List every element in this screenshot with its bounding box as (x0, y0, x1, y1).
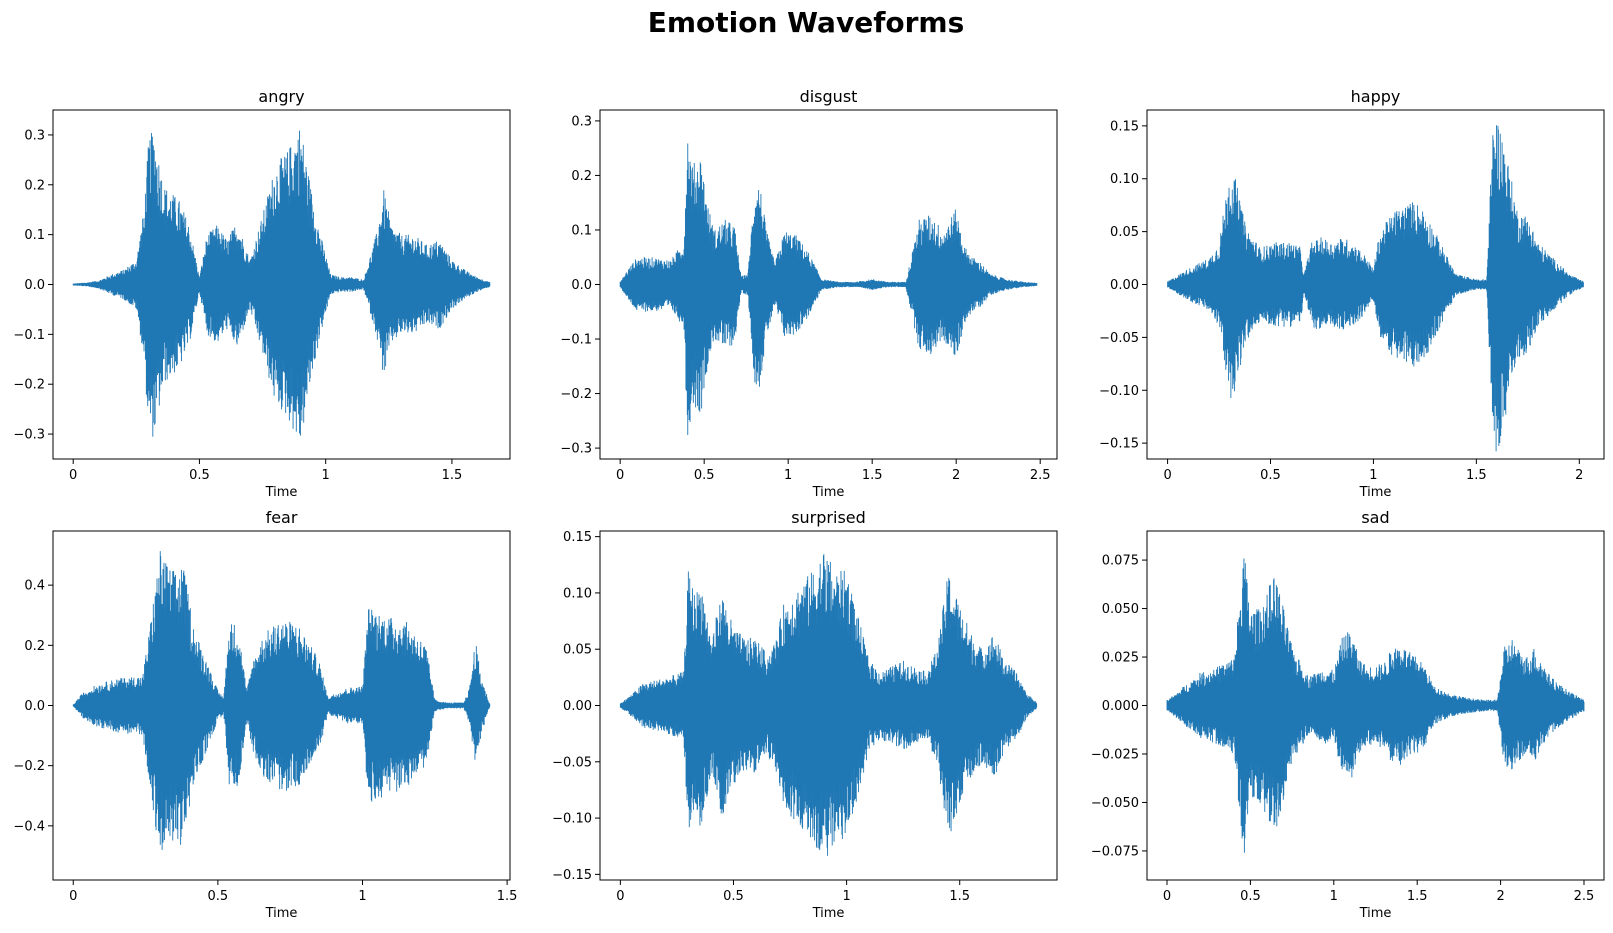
x-tick-label: 1.5 (862, 468, 883, 483)
y-tick-label: 0.2 (24, 178, 45, 193)
x-axis-label: Time (812, 906, 845, 921)
x-tick-label: 1 (322, 468, 330, 483)
x-tick-label: 0 (616, 889, 624, 904)
x-tick-label: 1 (1369, 468, 1377, 483)
subplot-grid: 0 0.5 1 1.5 0.3 0.2 0.1 0.0 −0.1 −0.2 −0.3 angry Tim… (13, 87, 1605, 921)
y-tick-label: 0.15 (1110, 119, 1139, 134)
y-tick-label: 0.050 (1102, 602, 1139, 617)
y-tick-label: 0.3 (24, 128, 45, 143)
x-tick-label: 2.5 (1030, 468, 1051, 483)
y-tick-label: 0.2 (24, 639, 45, 654)
x-tick-label: 0.5 (694, 468, 715, 483)
waveform-core-happy (1167, 192, 1584, 377)
y-tick-label: 0.2 (571, 169, 592, 184)
x-tick-label: 0 (1163, 468, 1171, 483)
subplot-disgust: 0 0.5 1 1.5 2 2.5 0.3 0.2 0.1 0.0 −0.1 −0.2 −0.3 disg… (560, 87, 1058, 500)
y-tick-label: 0.025 (1102, 651, 1139, 666)
waveform-core-surprised (620, 619, 1037, 792)
waveform-core-fear (73, 620, 490, 791)
subplot-title: happy (1351, 87, 1401, 106)
y-tick-label: −0.1 (560, 333, 592, 348)
y-tick-label: 0.05 (1110, 225, 1139, 240)
y-tick-label: −0.050 (1091, 796, 1139, 811)
y-tick-label: −0.15 (552, 868, 592, 883)
y-tick-label: 0.1 (24, 228, 45, 243)
y-tick-label: 0.4 (24, 579, 45, 594)
y-tick-label: −0.10 (552, 812, 592, 827)
y-tick-label: 0.0 (571, 278, 592, 293)
x-axis-label: Time (1359, 485, 1392, 500)
y-tick-label: −0.3 (13, 428, 45, 443)
x-tick-label: 2 (1496, 889, 1504, 904)
x-tick-label: 1.5 (442, 468, 463, 483)
subplot-fear: 0 0.5 1 1.5 0.4 0.2 0.0 −0.2 −0.4 fear Time (13, 508, 517, 921)
subplot-happy: 0 0.5 1 1.5 2 0.15 0.10 0.05 0.00 −0.05 −0.10 −0.15… (1099, 87, 1605, 500)
y-tick-label: 0.0 (24, 699, 45, 714)
y-tick-label: −0.2 (13, 378, 45, 393)
y-tick-label: −0.075 (1091, 844, 1139, 859)
subplot-title: disgust (800, 87, 858, 106)
x-tick-label: 1 (842, 889, 850, 904)
y-tick-label: −0.05 (1099, 331, 1139, 346)
subplot-sad: 0 0.5 1 1.5 2 2.5 0.075 0.050 0.025 0.000 −0.025 −0… (1091, 508, 1605, 921)
x-tick-label: 1.5 (1466, 468, 1487, 483)
y-tick-label: 0.00 (1110, 278, 1139, 293)
x-tick-label: 2 (1575, 468, 1583, 483)
x-axis-label: Time (265, 906, 298, 921)
x-tick-label: 0.5 (1240, 889, 1261, 904)
x-tick-label: 1.5 (949, 889, 970, 904)
subplot-title: surprised (791, 508, 866, 527)
waveform-core-angry (73, 196, 490, 373)
x-axis-label: Time (1359, 906, 1392, 921)
x-tick-label: 2 (952, 468, 960, 483)
x-tick-label: 2.5 (1574, 889, 1595, 904)
waveform-core-sad (1167, 620, 1584, 791)
waveform-core-disgust (620, 201, 1037, 368)
y-tick-label: 0.0 (24, 278, 45, 293)
y-tick-label: 0.00 (563, 699, 592, 714)
x-tick-label: 1.5 (1407, 889, 1428, 904)
x-axis-label: Time (265, 485, 298, 500)
y-tick-label: −0.15 (1099, 437, 1139, 452)
y-tick-label: 0.10 (563, 586, 592, 601)
subplot-surprised: 0 0.5 1 1.5 0.15 0.10 0.05 0.00 −0.05 −0.10 −0.15 s… (552, 508, 1058, 921)
y-tick-label: −0.05 (552, 755, 592, 770)
x-tick-label: 0.5 (723, 889, 744, 904)
x-tick-label: 0 (69, 889, 77, 904)
x-tick-label: 1 (784, 468, 792, 483)
y-tick-label: 0.000 (1102, 699, 1139, 714)
y-tick-label: −0.2 (560, 387, 592, 402)
x-tick-label: 0 (1163, 889, 1171, 904)
y-tick-label: 0.3 (571, 114, 592, 129)
y-tick-label: −0.1 (13, 328, 45, 343)
x-tick-label: 0 (69, 468, 77, 483)
y-tick-label: 0.075 (1102, 554, 1139, 569)
subplot-title: angry (258, 87, 304, 106)
y-tick-label: −0.3 (560, 442, 592, 457)
y-tick-label: −0.4 (13, 819, 45, 834)
y-tick-label: −0.10 (1099, 384, 1139, 399)
x-tick-label: 0.5 (1260, 468, 1281, 483)
x-tick-label: 1 (358, 889, 366, 904)
subplot-title: fear (266, 508, 298, 527)
figure-title: Emotion Waveforms (648, 6, 965, 39)
y-tick-label: 0.05 (563, 643, 592, 658)
x-tick-label: 1.5 (497, 889, 518, 904)
subplot-title: sad (1361, 508, 1389, 527)
y-tick-label: 0.1 (571, 223, 592, 238)
x-axis-label: Time (812, 485, 845, 500)
x-tick-label: 0.5 (189, 468, 210, 483)
y-tick-label: 0.10 (1110, 172, 1139, 187)
y-tick-label: −0.025 (1091, 747, 1139, 762)
subplot-angry: 0 0.5 1 1.5 0.3 0.2 0.1 0.0 −0.1 −0.2 −0.3 angry Tim… (13, 87, 511, 500)
y-tick-label: 0.15 (563, 530, 592, 545)
x-tick-label: 1 (1330, 889, 1338, 904)
x-tick-label: 0.5 (208, 889, 229, 904)
y-tick-label: −0.2 (13, 759, 45, 774)
x-tick-label: 0 (616, 468, 624, 483)
